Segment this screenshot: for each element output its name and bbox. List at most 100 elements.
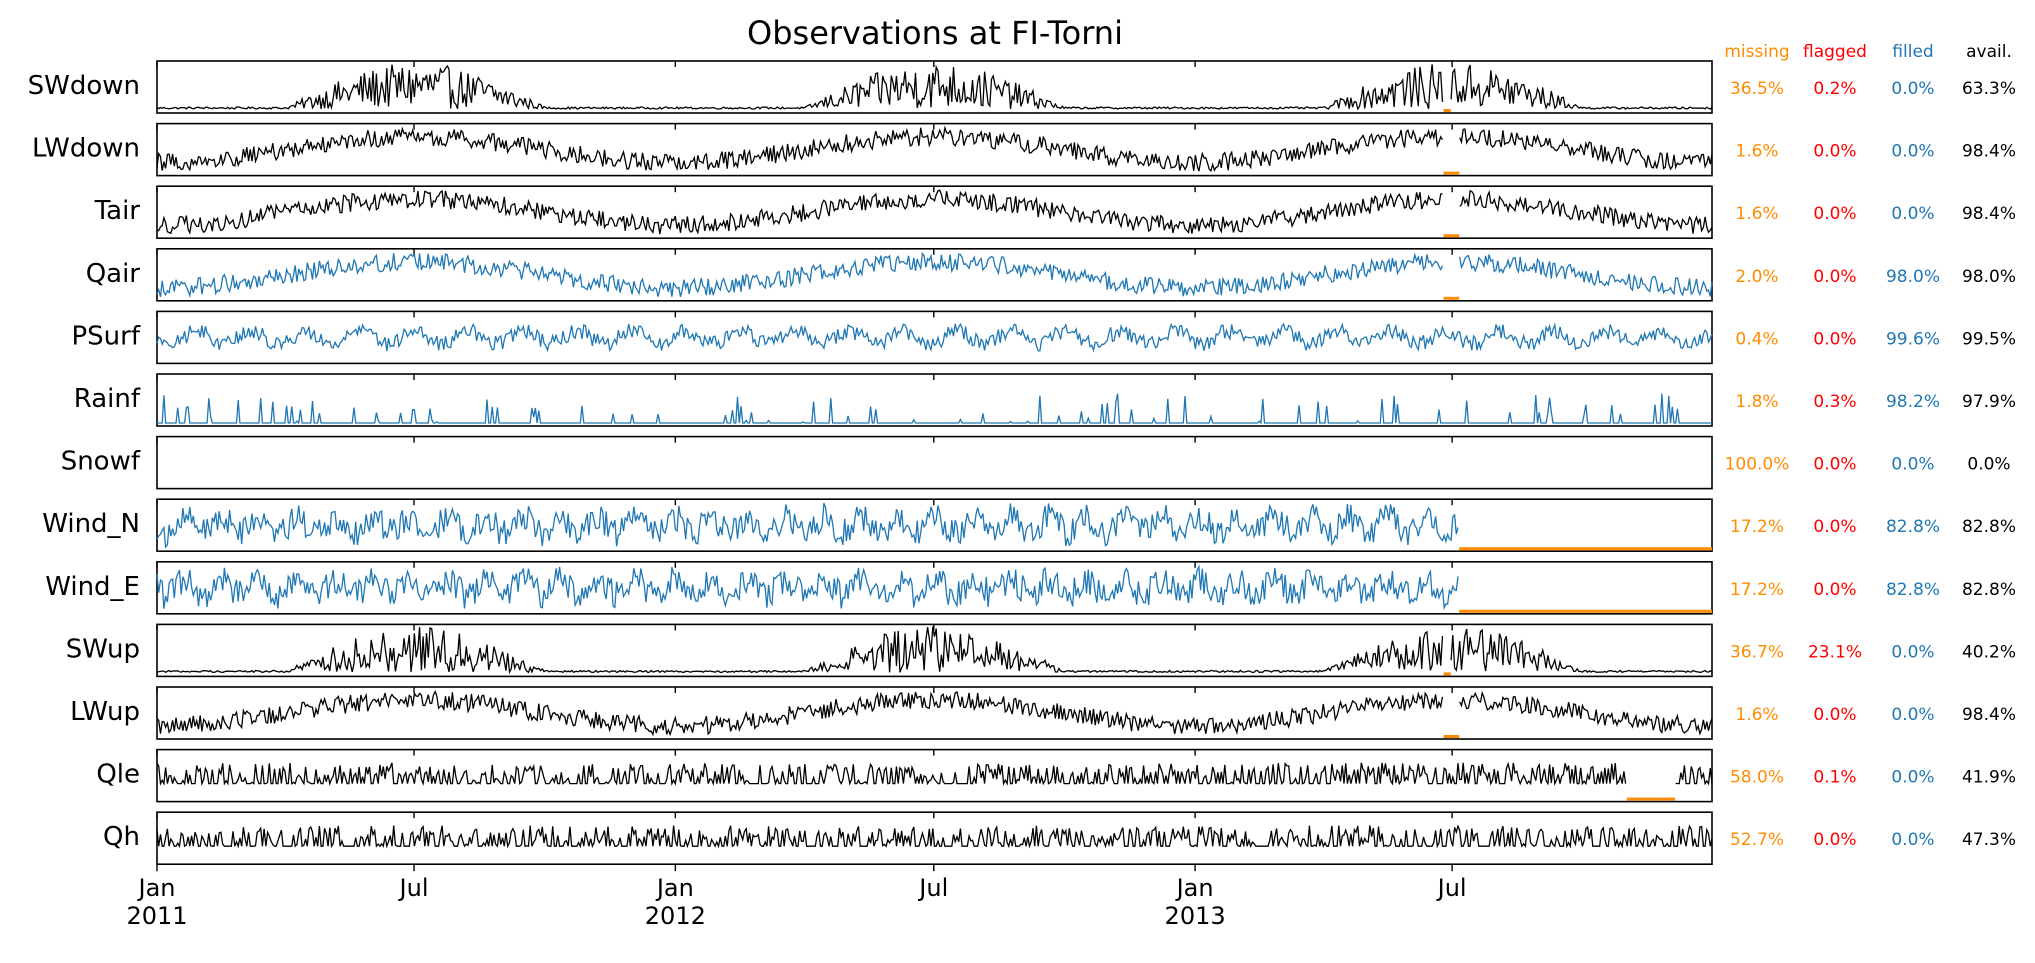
panel-frame: [156, 686, 1713, 740]
panel-frame: [156, 498, 1713, 553]
stat-flagged: 0.1%: [1813, 768, 1856, 788]
stat-missing: 17.2%: [1730, 517, 1784, 537]
stat-avail: 82.8%: [1962, 580, 2016, 600]
stat-flagged: 0.0%: [1813, 267, 1856, 287]
panel-qh: Qh 52.7% 0.0% 0.0% 47.3%: [103, 811, 2016, 866]
stat-missing: 100.0%: [1725, 455, 1790, 475]
missing-marker: [1626, 797, 1676, 801]
panel-frame: [156, 60, 1713, 114]
panel-swdown: SWdown 36.5% 0.2% 0.0% 63.3%: [28, 60, 2016, 114]
x-tick-label: Jul: [917, 874, 948, 902]
panel-snowf: Snowf 100.0% 0.0% 0.0% 0.0%: [61, 435, 2011, 490]
stat-missing: 1.6%: [1735, 705, 1778, 725]
header-filled: filled: [1892, 42, 1933, 62]
stat-filled: 0.0%: [1891, 142, 1934, 162]
variable-label: Tair: [94, 196, 141, 226]
series-trace: [156, 322, 1713, 353]
series-trace: [156, 125, 1713, 173]
stat-missing: 17.2%: [1730, 580, 1784, 600]
stat-avail: 40.2%: [1962, 642, 2016, 662]
stat-avail: 98.4%: [1962, 204, 2016, 224]
x-tick-label: Jan: [655, 874, 694, 902]
stat-missing: 1.6%: [1735, 142, 1778, 162]
variable-label: LWdown: [32, 134, 140, 164]
stat-avail: 99.5%: [1962, 329, 2016, 349]
stat-flagged: 23.1%: [1808, 642, 1862, 662]
panel-qair: Qair 2.0% 0.0% 98.0% 98.0%: [86, 248, 2016, 302]
missing-marker: [1443, 234, 1460, 238]
stat-avail: 98.4%: [1962, 142, 2016, 162]
variable-label: SWdown: [28, 71, 140, 101]
stat-flagged: 0.0%: [1813, 517, 1856, 537]
missing-marker: [1443, 171, 1460, 175]
variable-label: Qair: [86, 259, 141, 289]
header-missing: missing: [1724, 42, 1789, 62]
stat-filled: 0.0%: [1891, 455, 1934, 475]
panel-frame: [156, 748, 1713, 803]
stat-avail: 97.9%: [1962, 392, 2016, 412]
x-tick-label: Jan: [137, 874, 176, 902]
panel-psurf: PSurf 0.4% 0.0% 99.6% 99.5%: [71, 310, 2016, 365]
stat-missing: 2.0%: [1735, 267, 1778, 287]
panel-frame: [156, 248, 1713, 302]
variable-label: Snowf: [61, 447, 141, 477]
series-trace: [156, 761, 1713, 787]
stat-filled: 0.0%: [1891, 204, 1934, 224]
stat-missing: 52.7%: [1730, 830, 1784, 850]
panel-qle: Qle 58.0% 0.1% 0.0% 41.9%: [96, 748, 2016, 803]
stat-missing: 1.8%: [1735, 392, 1778, 412]
missing-marker: [1443, 672, 1451, 676]
stat-flagged: 0.0%: [1813, 580, 1856, 600]
stat-filled: 0.0%: [1891, 642, 1934, 662]
stat-avail: 82.8%: [1962, 517, 2016, 537]
x-tick-year: 2013: [1165, 902, 1226, 930]
stat-flagged: 0.0%: [1813, 204, 1856, 224]
missing-marker: [1443, 735, 1460, 738]
panel-wind-e: Wind_E 17.2% 0.0% 82.8% 82.8%: [45, 560, 2016, 615]
stat-missing: 1.6%: [1735, 204, 1778, 224]
stat-missing: 0.4%: [1735, 329, 1778, 349]
series-trace: [156, 564, 1459, 611]
panel-frame: [156, 373, 1713, 427]
stat-filled: 0.0%: [1891, 79, 1934, 99]
stat-flagged: 0.0%: [1813, 705, 1856, 725]
variable-label: LWup: [70, 697, 140, 727]
stat-flagged: 0.0%: [1813, 329, 1856, 349]
header-flagged: flagged: [1803, 42, 1867, 62]
x-tick-year: 2012: [645, 902, 706, 930]
series-trace: [156, 251, 1713, 299]
panel-frame: [156, 122, 1713, 177]
variable-label: PSurf: [71, 321, 140, 351]
stat-missing: 36.5%: [1730, 79, 1784, 99]
stat-flagged: 0.2%: [1813, 79, 1856, 99]
variable-label: Qle: [96, 760, 140, 790]
panels: SWdown 36.5% 0.2% 0.0% 63.3% LWdown 1.6% 0.0% 0.…: [28, 60, 2016, 866]
series-trace: [157, 393, 1712, 425]
missing-marker: [1459, 609, 1712, 613]
series-trace: [156, 824, 1713, 849]
stat-filled: 98.2%: [1886, 392, 1940, 412]
stat-filled: 82.8%: [1886, 580, 1940, 600]
stat-filled: 0.0%: [1891, 768, 1934, 788]
x-tick-year: 2011: [126, 902, 187, 930]
stat-flagged: 0.0%: [1813, 830, 1856, 850]
stat-filled: 82.8%: [1886, 517, 1940, 537]
variable-label: Qh: [103, 822, 140, 852]
stat-missing: 58.0%: [1730, 768, 1784, 788]
stat-flagged: 0.0%: [1813, 142, 1856, 162]
series-trace: [156, 626, 1713, 675]
panel-frame: [156, 623, 1713, 678]
stat-avail: 98.0%: [1962, 267, 2016, 287]
stat-avail: 0.0%: [1967, 455, 2010, 475]
stat-missing: 36.7%: [1730, 642, 1784, 662]
panel-swup: SWup 36.7% 23.1% 0.0% 40.2%: [66, 623, 2016, 678]
panel-frame: [156, 185, 1713, 239]
panel-wind-n: Wind_N 17.2% 0.0% 82.8% 82.8%: [42, 498, 2016, 553]
stat-filled: 0.0%: [1891, 830, 1934, 850]
panel-frame: [156, 560, 1713, 615]
panel-tair: Tair 1.6% 0.0% 0.0% 98.4%: [94, 185, 2016, 239]
panel-lwup: LWup 1.6% 0.0% 0.0% 98.4%: [70, 686, 2016, 740]
x-tick-label: Jan: [1175, 874, 1214, 902]
panel-frame: [156, 310, 1713, 365]
series-trace: [156, 64, 1713, 111]
